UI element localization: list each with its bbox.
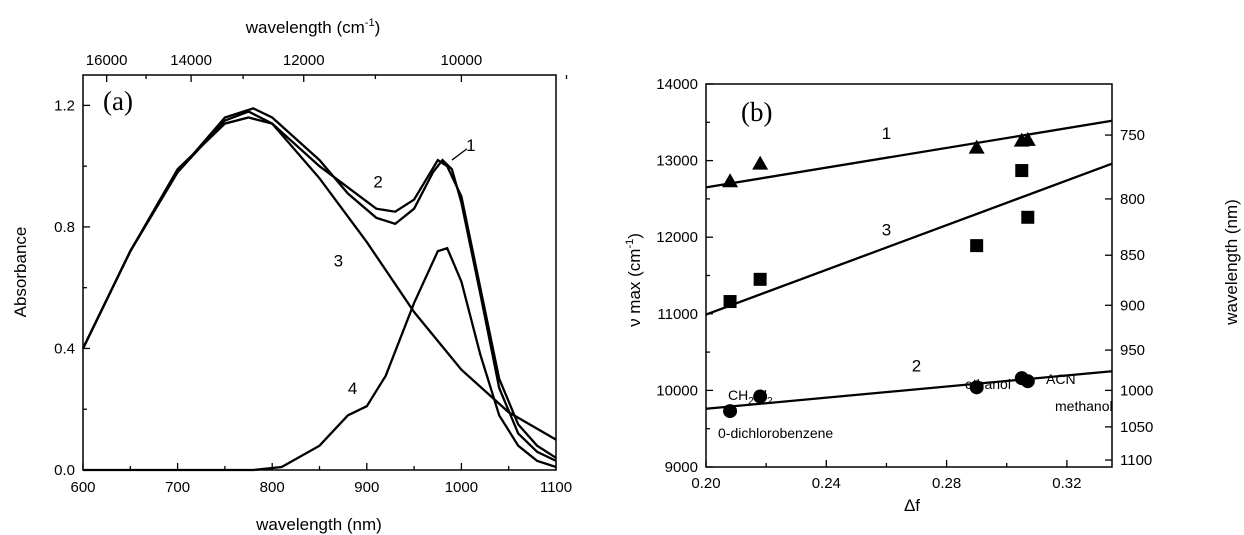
point-triangle <box>968 139 985 154</box>
curve-label-1: 1 <box>466 136 475 155</box>
ylabel-main: ν max (cm <box>625 249 644 327</box>
point-square <box>1015 164 1029 178</box>
curve-label-3: 3 <box>334 251 343 270</box>
point-circle <box>723 404 738 419</box>
point-square <box>723 295 737 309</box>
point-square <box>1021 210 1035 224</box>
ch2cl2-cl: Cl <box>754 387 767 403</box>
curve-1 <box>81 110 557 459</box>
a-toptick-label: 14000 <box>170 52 212 69</box>
ylabel-sup: -1 <box>624 239 636 249</box>
fit-line-3 <box>705 162 1113 316</box>
b-righttick-label: 1050 <box>1120 419 1153 436</box>
b-ytick-label: 11000 <box>657 306 698 323</box>
b-righttick-label: 1000 <box>1120 382 1153 399</box>
fit-line-1 <box>705 119 1113 189</box>
b-xtick-label: 0.32 <box>1052 475 1081 492</box>
panel-b-ylabel: ν max (cm-1) <box>624 233 644 327</box>
b-ytick-label: 12000 <box>656 229 698 246</box>
ylabel-close: ) <box>625 233 644 239</box>
annotation-ethanol: ethanol <box>965 376 1011 392</box>
b-ytick-label: 14000 <box>656 76 698 93</box>
top-xlabel-close: ) <box>375 18 381 37</box>
b-righttick-label: 950 <box>1120 342 1145 359</box>
a-xtick-label: 900 <box>354 479 379 496</box>
curve-4 <box>83 246 557 472</box>
b-xtick-label: 0.20 <box>691 475 720 492</box>
curve-2 <box>81 107 557 462</box>
b-ytick-label: 13000 <box>656 153 698 170</box>
a-ytick-label: 0.8 <box>54 219 75 236</box>
b-xtick-label: 0.28 <box>932 475 961 492</box>
curve-label-2: 2 <box>373 172 382 191</box>
annotation-methanol: methanol <box>1055 398 1113 414</box>
ch2cl2-c: CH <box>728 387 748 403</box>
panel-a-label: (a) <box>103 86 133 116</box>
a-xtick-label: 600 <box>70 479 95 496</box>
point-square <box>970 239 984 253</box>
annotation-dichlorobenzene: 0-dichlorobenzene <box>718 425 833 441</box>
point-circle <box>753 389 768 404</box>
panel-b-label: (b) <box>741 97 772 127</box>
panel-a-ylabel: Absorbance <box>11 227 30 318</box>
a-xtick-label: 1100 <box>540 479 572 496</box>
panel-a-top-xlabel: wavelength (cm-1) <box>245 17 381 37</box>
series-label-3: 3 <box>882 221 891 240</box>
point-triangle <box>752 155 769 170</box>
annotation-acn: ACN <box>1046 371 1076 387</box>
a-xtick-label: 800 <box>260 479 285 496</box>
a-xtick-label: 1000 <box>445 479 478 496</box>
curve-label-leader-1 <box>451 148 468 161</box>
curve-3 <box>81 116 557 441</box>
a-ytick-label: 1.2 <box>54 97 75 114</box>
a-ytick-label: 0.0 <box>54 462 75 479</box>
a-xtick-label: 700 <box>165 479 190 496</box>
point-triangle <box>722 173 739 188</box>
series-label-1: 1 <box>882 124 891 143</box>
a-toptick-label: 10000 <box>441 52 483 69</box>
a-ytick-label: 0.4 <box>54 340 75 357</box>
panel-b-frame <box>705 83 1113 468</box>
point-circle <box>969 380 984 395</box>
b-ytick-label: 9000 <box>665 459 698 476</box>
fit-line-2 <box>705 370 1113 410</box>
b-righttick-label: 1100 <box>1120 452 1152 469</box>
top-xlabel-main: wavelength (cm <box>245 18 365 37</box>
panel-a: 1 2 3 4 600 700 800 900 1000 1100 0.0 0.4 0.8 1.2 160… <box>11 17 572 534</box>
a-toptick-label: 12000 <box>283 52 325 69</box>
panel-b: 1 3 2 0.20 0.24 0.28 0.32 9000 10000 11000 12000 1… <box>624 76 1241 515</box>
a-toptick-label: 16000 <box>86 52 128 69</box>
b-righttick-label: 900 <box>1120 297 1145 314</box>
point-square <box>753 272 767 286</box>
point-triangle <box>1019 131 1036 146</box>
top-xlabel-sup: -1 <box>365 17 375 29</box>
b-righttick-label: 800 <box>1120 191 1145 208</box>
curve-label-4: 4 <box>348 379 357 398</box>
panel-b-xlabel: Δf <box>904 496 920 515</box>
point-circle <box>1020 374 1035 389</box>
b-righttick-label: 750 <box>1120 127 1145 144</box>
panel-b-right-ylabel: wavelength (nm) <box>1222 199 1241 326</box>
b-xtick-label: 0.24 <box>812 475 841 492</box>
series-label-2: 2 <box>912 356 921 375</box>
ch2cl2-sub1: 2 <box>748 396 754 407</box>
panel-a-xlabel: wavelength (nm) <box>255 515 382 534</box>
ch2cl2-sub2: 2 <box>767 396 773 407</box>
b-righttick-label: 850 <box>1120 247 1145 264</box>
panel-a-frame <box>82 74 557 471</box>
annotation-ch2cl2: CH2Cl2 <box>728 387 773 407</box>
b-ytick-label: 10000 <box>656 382 698 399</box>
